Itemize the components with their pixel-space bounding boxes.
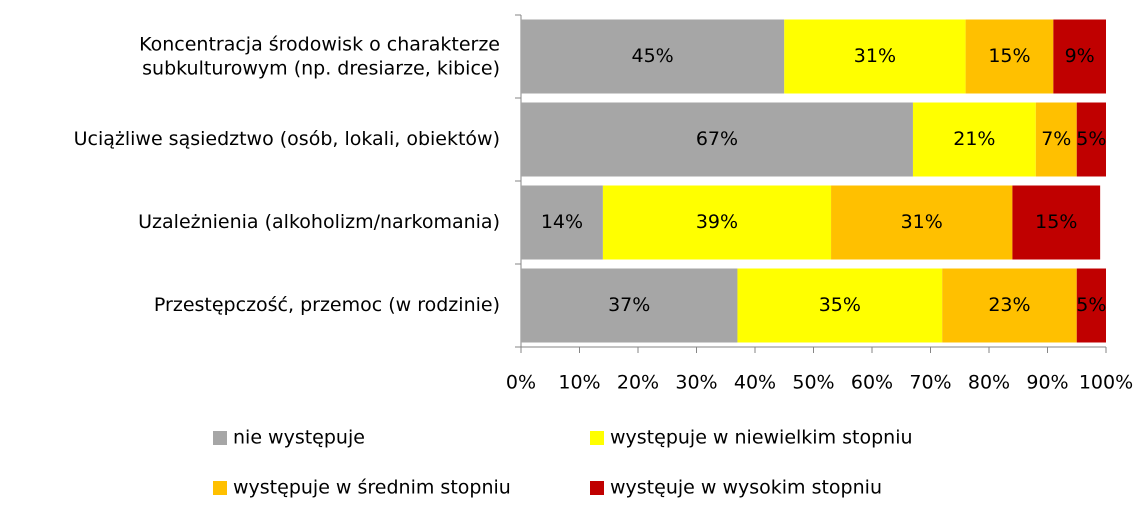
category-label: Uzależnienia (alkoholizm/narkomania) (138, 211, 500, 233)
value-label: 9% (1065, 45, 1095, 67)
bar-segment (521, 185, 603, 260)
value-label: 67% (696, 128, 738, 150)
legend-label: nie występuje (233, 427, 365, 449)
bar-segment (912, 102, 1036, 177)
x-tick-label: 30% (675, 372, 717, 394)
legend-label: wystęuje w wysokim stopniu (610, 477, 882, 499)
bar-segment (1035, 102, 1077, 177)
value-label: 15% (1035, 211, 1077, 233)
bar-segment (737, 268, 943, 343)
x-tick-label: 90% (1026, 372, 1068, 394)
bar-segment (965, 19, 1054, 94)
legend-swatch (590, 481, 604, 495)
bar-segment (1053, 19, 1106, 94)
value-label: 23% (988, 294, 1030, 316)
category-label: Uciążliwe sąsiedztwo (osób, lokali, obie… (74, 128, 500, 150)
bar-segment (784, 19, 966, 94)
legend-swatch (213, 481, 227, 495)
value-label: 21% (953, 128, 995, 150)
bar-segment (1076, 102, 1106, 177)
x-tick-label: 50% (792, 372, 834, 394)
value-label: 31% (854, 45, 896, 67)
bar-segment (1076, 268, 1106, 343)
value-label: 5% (1076, 294, 1106, 316)
x-tick-label: 60% (851, 372, 893, 394)
category-label-line: subkulturowym (np. dresiarze, kibice) (142, 57, 500, 79)
x-tick-label: 0% (506, 372, 536, 394)
value-label: 37% (608, 294, 650, 316)
value-label: 15% (988, 45, 1030, 67)
value-label: 35% (819, 294, 861, 316)
value-label: 39% (696, 211, 738, 233)
value-label: 7% (1041, 128, 1071, 150)
bar-segment (831, 185, 1013, 260)
bar-segment (1012, 185, 1101, 260)
bar-segment (521, 19, 785, 94)
legend-label: występuje w niewielkim stopniu (610, 427, 913, 449)
value-label: 14% (541, 211, 583, 233)
bar-segment (521, 268, 738, 343)
value-label: 5% (1076, 128, 1106, 150)
bar-segment (521, 102, 913, 177)
value-label: 31% (901, 211, 943, 233)
legend-swatch (213, 431, 227, 445)
bar-segment (942, 268, 1077, 343)
value-label: 45% (632, 45, 674, 67)
category-label: Koncentracja środowisk o charakterze subk… (139, 33, 500, 79)
bar-segment (602, 185, 832, 260)
category-label: Przestępczość, przemoc (w rodzinie) (154, 294, 500, 316)
x-tick-label: 70% (909, 372, 951, 394)
legend-swatch (590, 431, 604, 445)
x-tick-label: 100% (1079, 372, 1133, 394)
x-tick-label: 20% (617, 372, 659, 394)
x-tick-label: 40% (734, 372, 776, 394)
x-tick-label: 10% (558, 372, 600, 394)
category-label-line: Koncentracja środowisk o charakterze (139, 33, 500, 55)
x-tick-label: 80% (968, 372, 1010, 394)
legend-label: występuje w średnim stopniu (233, 477, 511, 499)
